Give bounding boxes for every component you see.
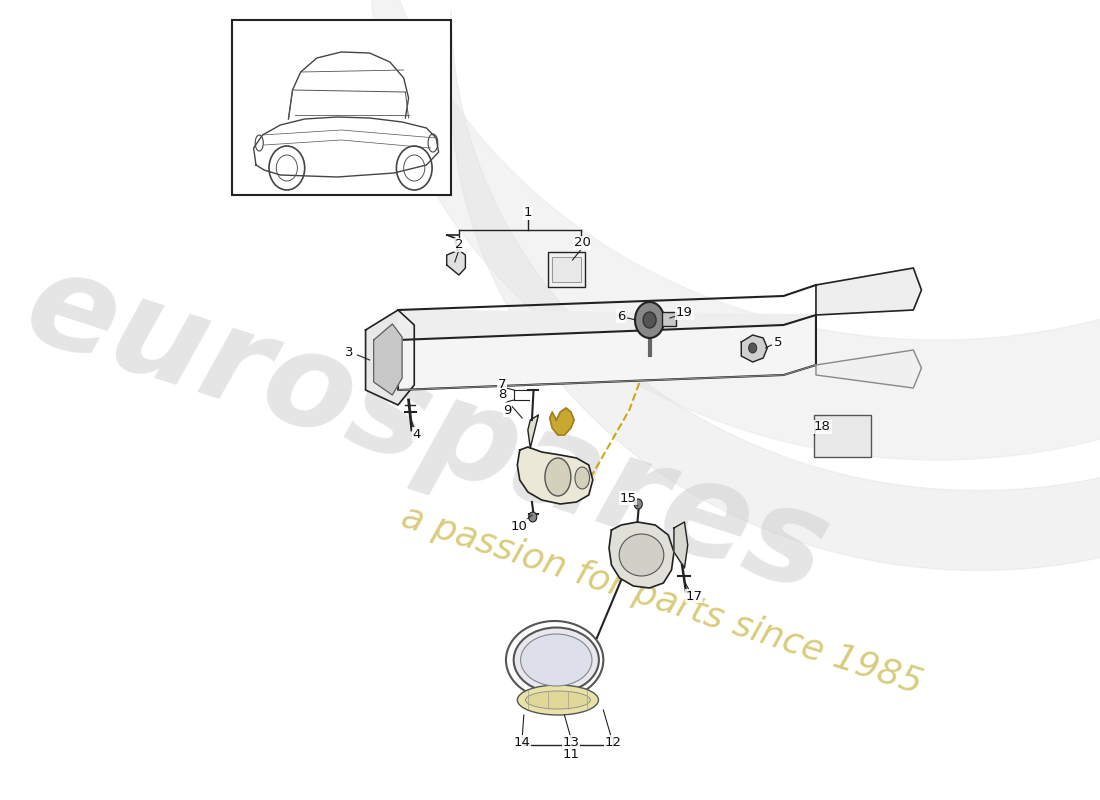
Bar [814, 415, 871, 457]
Text: 5: 5 [773, 337, 782, 350]
Text: 18: 18 [814, 421, 830, 434]
Text: 20: 20 [574, 237, 591, 250]
Text: 12: 12 [605, 735, 621, 749]
Polygon shape [517, 447, 593, 504]
Polygon shape [609, 522, 674, 588]
Polygon shape [550, 408, 574, 435]
Text: 9: 9 [504, 403, 512, 417]
Polygon shape [674, 522, 688, 568]
Ellipse shape [575, 467, 590, 489]
Polygon shape [398, 315, 816, 390]
Polygon shape [447, 250, 465, 275]
Text: 7: 7 [497, 378, 506, 390]
Circle shape [644, 312, 656, 328]
Ellipse shape [619, 534, 663, 576]
Bar [552, 257, 581, 282]
Text: 10: 10 [510, 519, 527, 533]
Ellipse shape [544, 458, 571, 496]
Ellipse shape [514, 627, 598, 693]
Polygon shape [816, 268, 922, 315]
Polygon shape [398, 310, 816, 340]
Polygon shape [741, 335, 768, 362]
Text: 11: 11 [562, 749, 580, 762]
Bar [548, 252, 585, 287]
Text: 14: 14 [514, 735, 530, 749]
Text: 15: 15 [619, 491, 636, 505]
Text: 19: 19 [676, 306, 693, 319]
Circle shape [529, 512, 537, 522]
Polygon shape [374, 324, 403, 395]
Circle shape [749, 343, 757, 353]
Bar [662, 312, 676, 326]
Ellipse shape [517, 685, 598, 715]
Text: 3: 3 [345, 346, 353, 358]
Bar [232, 20, 451, 195]
Text: a passion for parts since 1985: a passion for parts since 1985 [397, 499, 926, 701]
Polygon shape [816, 350, 922, 388]
Text: 1: 1 [524, 206, 532, 219]
Text: 6: 6 [617, 310, 626, 322]
Ellipse shape [520, 634, 592, 686]
Text: 17: 17 [685, 590, 703, 602]
Text: 2: 2 [454, 238, 463, 251]
Ellipse shape [526, 691, 591, 709]
Text: 13: 13 [562, 735, 580, 749]
Circle shape [635, 499, 642, 509]
Polygon shape [365, 310, 415, 405]
Polygon shape [528, 415, 538, 448]
Text: 4: 4 [412, 427, 421, 441]
Circle shape [635, 302, 664, 338]
Text: eurospares: eurospares [10, 241, 843, 619]
Text: 8: 8 [497, 389, 506, 402]
